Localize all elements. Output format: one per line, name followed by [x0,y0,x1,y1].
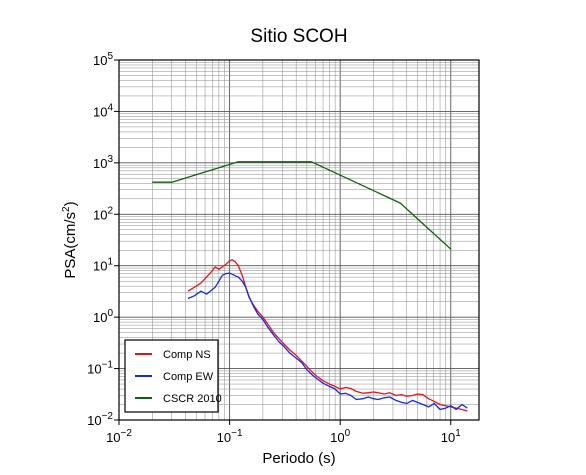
y-tick-exponent: 0 [107,308,113,319]
y-tick-label: 10−2 [87,411,113,428]
x-tick-label: 100 [330,428,350,445]
y-tick-label: 100 [93,308,113,325]
x-tick-label: 10−2 [106,428,132,445]
x-tick-exponent: 1 [455,428,461,439]
x-tick-label: 10−1 [217,428,243,445]
plot-frame [118,59,480,421]
y-tick-label: 105 [93,51,113,68]
y-tick-exponent: 5 [107,51,113,62]
y-tick-base: 10 [93,310,107,325]
chart-title: Sitio SCOH [250,26,347,47]
series-layer [152,161,468,412]
y-tick-base: 10 [87,413,101,428]
y-tick-label: 10−1 [87,360,113,377]
y-tick-exponent: 4 [107,102,113,113]
series-line-comp-ns [187,259,468,412]
y-axis-label-main: PSA(cm/s [62,212,79,279]
x-tick-label: 101 [441,428,461,445]
legend: Comp NS Comp EW CSCR 2010 [124,339,222,413]
y-tick-base: 10 [93,259,107,274]
y-tick-label: 103 [93,154,113,171]
legend-label-comp-ns: Comp NS [163,349,211,361]
x-axis-ticks: 10−2 10−1 100 101 [106,420,461,445]
x-axis-label: Periodo (s) [262,450,335,467]
x-tick-exponent: 0 [345,428,351,439]
y-tick-base: 10 [93,104,107,119]
y-tick-exponent: 2 [107,205,113,216]
y-tick-base: 10 [87,362,101,377]
y-tick-exponent: 1 [107,257,113,268]
x-tick-base: 10 [106,430,120,445]
series-line-comp-ew [187,272,468,411]
x-tick-base: 10 [217,430,231,445]
y-tick-label: 101 [93,257,113,274]
y-tick-base: 10 [93,53,107,68]
y-axis-label: PSA(cm/s2) [61,201,79,278]
x-tick-exponent: −2 [121,428,133,439]
y-tick-label: 102 [93,205,113,222]
series-line-cscr-2010 [152,161,452,250]
y-tick-exponent: 3 [107,154,113,165]
x-tick-base: 10 [330,430,344,445]
y-tick-base: 10 [93,156,107,171]
y-tick-base: 10 [93,207,107,222]
y-tick-exponent: −1 [102,360,114,371]
y-axis-label-superscript: 2 [61,206,72,212]
legend-label-cscr-2010: CSCR 2010 [163,393,222,405]
x-tick-exponent: −1 [231,428,243,439]
y-tick-exponent: −2 [102,411,114,422]
y-axis-label-close: ) [62,201,79,206]
legend-label-comp-ew: Comp EW [163,371,214,383]
y-tick-label: 104 [93,102,113,119]
x-tick-base: 10 [441,430,455,445]
